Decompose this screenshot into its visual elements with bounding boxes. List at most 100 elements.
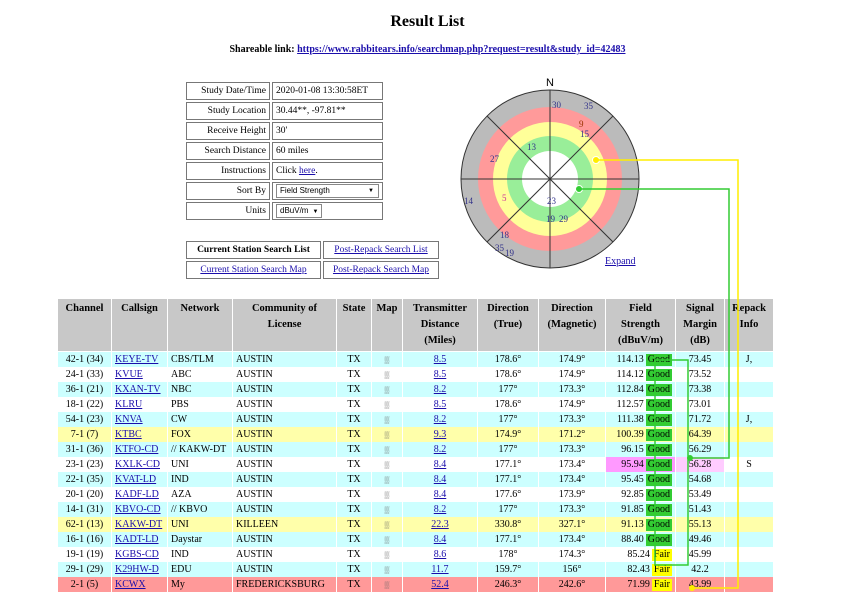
post-repack-map-link[interactable]: Post-Repack Search Map xyxy=(332,265,430,275)
map-icon[interactable]: ▒ xyxy=(384,536,390,544)
map-icon[interactable]: ▒ xyxy=(384,461,390,469)
col-header-signal-margin[interactable]: Signal Margin (dB) xyxy=(675,298,725,352)
map-icon[interactable]: ▒ xyxy=(384,491,390,499)
callsign-link[interactable]: KADT-LD xyxy=(115,534,159,545)
map-icon[interactable]: ▒ xyxy=(384,506,390,514)
distance-link[interactable]: 22.3 xyxy=(431,519,449,530)
repack-info-cell: J, xyxy=(724,351,774,367)
col-header-distance[interactable]: Transmitter Distance (Miles) xyxy=(402,298,478,352)
map-icon[interactable]: ▒ xyxy=(384,581,390,589)
distance-link[interactable]: 8.4 xyxy=(433,534,447,545)
distance-link[interactable]: 8.2 xyxy=(433,414,447,425)
callsign-link[interactable]: KVUE xyxy=(115,369,143,380)
map-icon[interactable]: ▒ xyxy=(384,356,390,364)
map-icon[interactable]: ▒ xyxy=(384,566,390,574)
shareable-link-label: Shareable link: xyxy=(229,44,295,55)
col-header-callsign[interactable]: Callsign xyxy=(111,298,168,352)
callsign-link[interactable]: KCWX xyxy=(115,579,146,590)
direction-magnetic-cell: 174.9° xyxy=(538,397,606,412)
callsign-link[interactable]: KEYE-TV xyxy=(115,354,159,365)
callsign-link[interactable]: KBVO-CD xyxy=(115,504,161,515)
distance-link[interactable]: 8.4 xyxy=(433,459,447,470)
map-cell: ▒ xyxy=(371,472,403,487)
callsign-link[interactable]: KXAN-TV xyxy=(115,384,161,395)
col-header-repack-info[interactable]: Repack Info xyxy=(724,298,774,352)
map-icon[interactable]: ▒ xyxy=(384,401,390,409)
callsign-link[interactable]: KXLK-CD xyxy=(115,459,160,470)
radar-station-label: 23 xyxy=(547,196,557,206)
col-header-network[interactable]: Network xyxy=(167,298,233,352)
map-icon[interactable]: ▒ xyxy=(384,521,390,529)
distance-cell: 8.2 xyxy=(402,442,478,457)
repack-info-cell xyxy=(724,502,774,517)
distance-link[interactable]: 8.5 xyxy=(433,354,447,365)
distance-link[interactable]: 8.4 xyxy=(433,474,447,485)
callsign-link[interactable]: KTBC xyxy=(115,429,142,440)
distance-link[interactable]: 11.7 xyxy=(431,564,449,575)
current-station-map-link[interactable]: Current Station Search Map xyxy=(200,265,307,275)
units-select[interactable]: dBuV/m ▼ xyxy=(276,204,323,218)
field-strength-value: 100.39 xyxy=(616,428,644,440)
distance-link[interactable]: 8.2 xyxy=(433,444,447,455)
field-strength-value: 112.84 xyxy=(616,383,644,395)
distance-link[interactable]: 8.4 xyxy=(433,489,447,500)
sort-by-select[interactable]: Field Strength ▼ xyxy=(276,184,379,198)
search-distance-value: 60 miles xyxy=(272,142,383,160)
page-title: Result List xyxy=(390,13,465,30)
map-cell: ▒ xyxy=(371,502,403,517)
community-cell: AUSTIN xyxy=(232,472,337,487)
current-station-list-label: Current Station Search List xyxy=(186,241,321,259)
col-header-direction-magnetic[interactable]: Direction (Magnetic) xyxy=(538,298,606,352)
col-header-state[interactable]: State xyxy=(336,298,372,352)
community-cell: AUSTIN xyxy=(232,547,337,562)
map-icon[interactable]: ▒ xyxy=(384,551,390,559)
map-icon[interactable]: ▒ xyxy=(384,446,390,454)
distance-link[interactable]: 8.5 xyxy=(433,369,447,380)
distance-link[interactable]: 52.4 xyxy=(431,579,449,590)
callsign-link[interactable]: KAKW-DT xyxy=(115,519,163,530)
callsign-link[interactable]: KLRU xyxy=(115,399,143,410)
post-repack-list-link[interactable]: Post-Repack Search List xyxy=(334,245,428,255)
distance-cell: 8.5 xyxy=(402,367,478,382)
map-icon[interactable]: ▒ xyxy=(384,386,390,394)
map-cell: ▒ xyxy=(371,442,403,457)
distance-link[interactable]: 8.6 xyxy=(433,549,447,560)
col-header-community[interactable]: Community of License xyxy=(232,298,337,352)
community-cell: AUSTIN xyxy=(232,442,337,457)
field-strength-value: 91.85 xyxy=(621,503,644,515)
community-cell: AUSTIN xyxy=(232,502,337,517)
repack-info-cell: S xyxy=(724,457,774,472)
col-header-channel[interactable]: Channel xyxy=(57,298,112,352)
col-header-direction-true[interactable]: Direction (True) xyxy=(477,298,539,352)
field-strength-value: 92.85 xyxy=(621,488,644,500)
distance-link[interactable]: 8.2 xyxy=(433,384,447,395)
distance-link[interactable]: 8.5 xyxy=(433,399,447,410)
callsign-link[interactable]: KTFO-CD xyxy=(115,444,159,455)
callsign-link[interactable]: KNVA xyxy=(115,414,143,425)
map-cell: ▒ xyxy=(371,547,403,562)
expand-radar-link[interactable]: Expand xyxy=(605,256,636,267)
field-strength-cell: 100.39 Good xyxy=(605,427,676,442)
map-icon[interactable]: ▒ xyxy=(384,476,390,484)
direction-magnetic-cell: 173.4° xyxy=(538,532,606,547)
callsign-link[interactable]: K29HW-D xyxy=(115,564,159,575)
shareable-link[interactable]: https://www.rabbitears.info/searchmap.ph… xyxy=(297,44,626,55)
distance-cell: 8.5 xyxy=(402,397,478,412)
distance-link[interactable]: 8.2 xyxy=(433,504,447,515)
chevron-down-icon: ▼ xyxy=(368,188,374,194)
callsign-link[interactable]: KVAT-LD xyxy=(115,474,157,485)
signal-margin-cell: 45.99 xyxy=(675,547,725,562)
map-icon[interactable]: ▒ xyxy=(384,416,390,424)
channel-cell: 16-1 (16) xyxy=(57,532,112,547)
table-row: 18-1 (22) KLRU PBS AUSTIN TX ▒ 8.5 178.6° 174.9°… xyxy=(57,397,774,412)
map-icon[interactable]: ▒ xyxy=(384,431,390,439)
community-cell: AUSTIN xyxy=(232,562,337,577)
callsign-link[interactable]: KADF-LD xyxy=(115,489,159,500)
signal-radar-plot[interactable]: N 30 35 9 15 13 27 5 14 23 19 29 18 35 1… xyxy=(455,75,645,271)
instructions-link[interactable]: here xyxy=(298,166,316,176)
callsign-link[interactable]: KGBS-CD xyxy=(115,549,159,560)
distance-link[interactable]: 9.3 xyxy=(433,429,447,440)
col-header-field-strength[interactable]: Field Strength (dBuV/m) xyxy=(605,298,676,352)
map-icon[interactable]: ▒ xyxy=(384,371,390,379)
col-header-map[interactable]: Map xyxy=(371,298,403,352)
